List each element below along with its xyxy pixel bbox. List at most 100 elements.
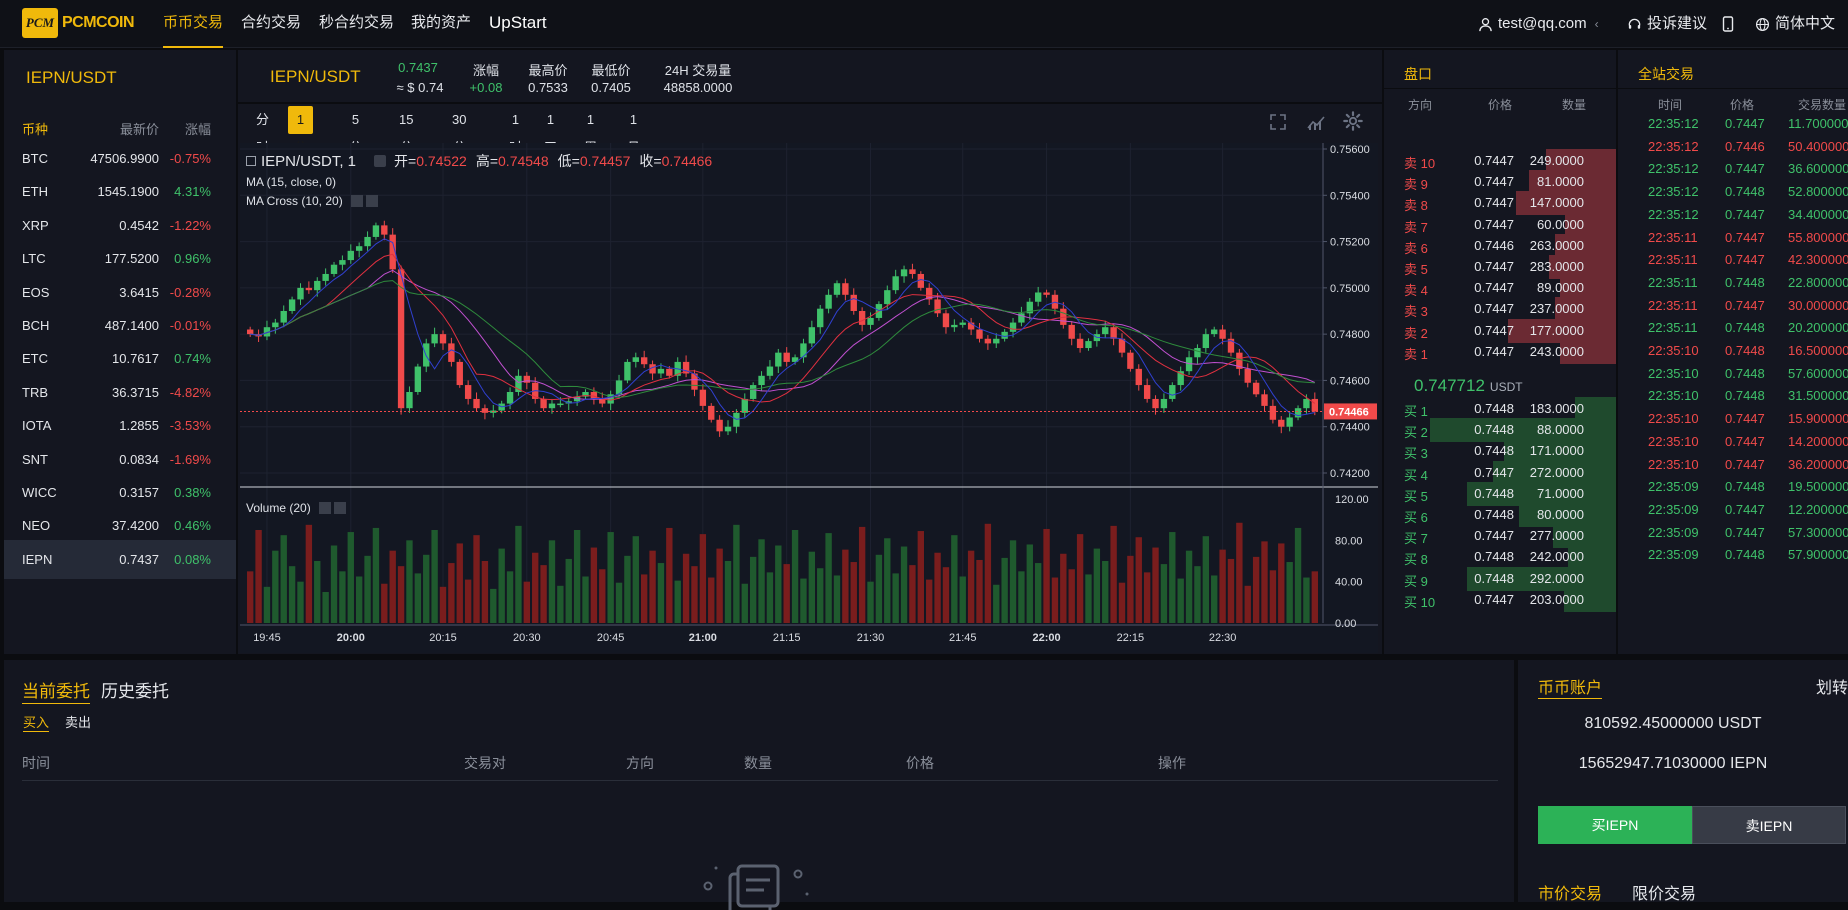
ma-line	[250, 253, 1316, 404]
volume-bar	[1202, 536, 1210, 623]
volume-bar	[473, 535, 480, 623]
collapse-legend-icon[interactable]	[246, 156, 256, 166]
volume-bar	[909, 565, 916, 623]
tab-history-orders[interactable]: 历史委托	[101, 682, 169, 701]
ask-row[interactable]: 卖 7 0.7447 60.0000	[1384, 212, 1616, 237]
bid-row[interactable]: 买 10 0.7447 203.0000	[1384, 587, 1616, 612]
volume-bar	[716, 548, 723, 623]
logo[interactable]: PCM PCMCOIN	[22, 6, 144, 40]
market-row[interactable]: IEPN 0.7437 0.08%	[4, 539, 236, 579]
timeframe-button[interactable]: 1时	[509, 112, 522, 155]
bid-row[interactable]: 买 6 0.7448 80.0000	[1384, 502, 1616, 527]
ask-row[interactable]: 卖 4 0.7447 89.0000	[1384, 275, 1616, 301]
timeframe-button[interactable]: 15分钟	[399, 112, 414, 183]
ask-row[interactable]: 卖 9 0.7447 81.0000	[1384, 169, 1616, 195]
timeframe-button[interactable]: 分时	[256, 112, 270, 155]
sell-iepn-button[interactable]: 卖IEPN	[1692, 806, 1846, 844]
volume-bar	[288, 566, 296, 623]
market-row[interactable]: LTC 177.5200 0.96%	[4, 239, 236, 278]
candle-body	[808, 327, 816, 344]
volume-bar	[791, 530, 799, 623]
ask-row[interactable]: 卖 5 0.7447 283.0000	[1384, 254, 1616, 279]
bid-row[interactable]: 买 2 0.7448 88.0000	[1384, 417, 1616, 443]
bid-side: 买 3	[1404, 446, 1428, 462]
timeframe-button[interactable]: 5分钟	[349, 112, 362, 183]
volume-bar	[1244, 585, 1251, 623]
volume-close-icon[interactable]	[333, 502, 346, 514]
trade-time: 22:35:10	[1648, 433, 1699, 449]
bid-depth-bar	[1493, 460, 1616, 485]
empty-state-icon	[703, 864, 809, 910]
timeframe-button[interactable]: 30分钟	[452, 112, 467, 183]
nav-second-contract[interactable]: 秒合约交易	[319, 14, 395, 31]
timeframe-button[interactable]: 1分钟	[288, 106, 313, 183]
ask-row[interactable]: 卖 10 0.7447 249.0000	[1384, 148, 1616, 173]
bid-row[interactable]: 买 9 0.7448 292.0000	[1384, 566, 1616, 591]
market-row[interactable]: BCH 487.1400 -0.01%	[4, 306, 236, 345]
volume-bar	[775, 545, 782, 623]
legend-settings-icon[interactable]	[374, 155, 387, 167]
market-row[interactable]: ETC 10.7617 0.74%	[4, 339, 236, 378]
market-row[interactable]: TRB 36.3715 -4.82%	[4, 373, 236, 412]
timeframe-button[interactable]: 1天	[544, 112, 557, 155]
volume-bar	[1034, 563, 1042, 623]
volume-bar	[917, 531, 925, 623]
transfer-link[interactable]: 划转	[1816, 680, 1848, 697]
fullscreen-icon[interactable]	[1268, 112, 1288, 132]
nav-upstart[interactable]: UpStart	[489, 13, 547, 32]
ask-row[interactable]: 卖 6 0.7446 263.0000	[1384, 233, 1616, 258]
bid-row[interactable]: 买 3 0.7448 171.0000	[1384, 438, 1616, 464]
market-list-panel: IEPN/USDT 币种 最新价 涨幅 BTC 47506.9900 -0.75% E…	[4, 50, 236, 654]
market-row[interactable]: NEO 37.4200 0.46%	[4, 506, 236, 545]
filter-buy[interactable]: 买入	[23, 712, 50, 732]
volume-bar	[397, 566, 405, 623]
bid-row[interactable]: 买 4 0.7447 272.0000	[1384, 460, 1616, 485]
market-row[interactable]: WICC 0.3157 0.38%	[4, 473, 236, 512]
bid-row[interactable]: 买 7 0.7447 277.0000	[1384, 523, 1616, 549]
language-selector[interactable]: 简体中文	[1755, 0, 1835, 48]
volume-settings-icon[interactable]	[318, 502, 331, 514]
market-row[interactable]: IOTA 1.2855 -3.53%	[4, 406, 236, 445]
market-row[interactable]: ETH 1545.1900 4.31%	[4, 172, 236, 211]
tab-current-orders[interactable]: 当前委托	[22, 677, 90, 704]
ma-cross-settings-icon[interactable]	[350, 195, 363, 207]
volume-bar	[1076, 534, 1084, 623]
candlestick-chart[interactable]: 0.74466 0.75600 0.75400 0.75200 0.75000 0.748…	[240, 143, 1378, 653]
indicators-icon[interactable]	[1306, 112, 1326, 132]
time-tick-label: 21:15	[773, 632, 801, 644]
trade-qty: 50.400000	[1788, 138, 1848, 154]
tr-col-price: 价格	[1730, 98, 1755, 112]
tab-market-order[interactable]: 市价交易	[1538, 880, 1602, 902]
candle-body	[481, 408, 489, 413]
user-menu[interactable]: test@qq.com ‹	[1478, 0, 1599, 48]
mobile-app-link[interactable]	[1722, 0, 1734, 48]
ask-row[interactable]: 卖 1 0.7447 243.0000	[1384, 339, 1616, 364]
tab-limit-order[interactable]: 限价交易	[1632, 886, 1697, 902]
market-row[interactable]: EOS 3.6415 -0.28%	[4, 273, 236, 312]
timeframe-button[interactable]: 1月	[627, 112, 640, 155]
timeframe-button[interactable]: 1周	[584, 112, 597, 155]
market-row[interactable]: XRP 0.4542 -1.22%	[4, 206, 236, 245]
trade-time: 22:35:09	[1648, 501, 1699, 517]
nav-my-assets[interactable]: 我的资产	[411, 14, 472, 31]
bid-row[interactable]: 买 8 0.7448 242.0000	[1384, 544, 1616, 570]
bid-depth-bar	[1467, 481, 1616, 506]
nav-spot-trading[interactable]: 币币交易	[163, 0, 224, 48]
nav-contract-trading[interactable]: 合约交易	[241, 14, 302, 31]
gear-icon[interactable]	[1342, 110, 1364, 132]
volume-bar	[842, 549, 849, 623]
market-row[interactable]: BTC 47506.9900 -0.75%	[4, 139, 236, 178]
chart-area[interactable]: 0.74466 0.75600 0.75400 0.75200 0.75000 0.748…	[240, 143, 1378, 653]
ask-row[interactable]: 卖 2 0.7447 177.0000	[1384, 318, 1616, 343]
bid-row[interactable]: 买 5 0.7448 71.0000	[1384, 481, 1616, 506]
bid-row[interactable]: 买 1 0.7448 183.0000	[1384, 396, 1616, 421]
candle-body	[1227, 338, 1235, 353]
ma-cross-close-icon[interactable]	[365, 195, 378, 207]
ticker-high-label: 最高价	[528, 63, 568, 78]
filter-sell[interactable]: 卖出	[65, 715, 92, 730]
ask-row[interactable]: 卖 8 0.7447 147.0000	[1384, 190, 1616, 216]
feedback-link[interactable]: 投诉建议	[1627, 0, 1707, 48]
market-row[interactable]: SNT 0.0834 -1.69%	[4, 440, 236, 479]
buy-iepn-button[interactable]: 买IEPN	[1538, 806, 1692, 844]
ask-row[interactable]: 卖 3 0.7447 237.0000	[1384, 296, 1616, 322]
